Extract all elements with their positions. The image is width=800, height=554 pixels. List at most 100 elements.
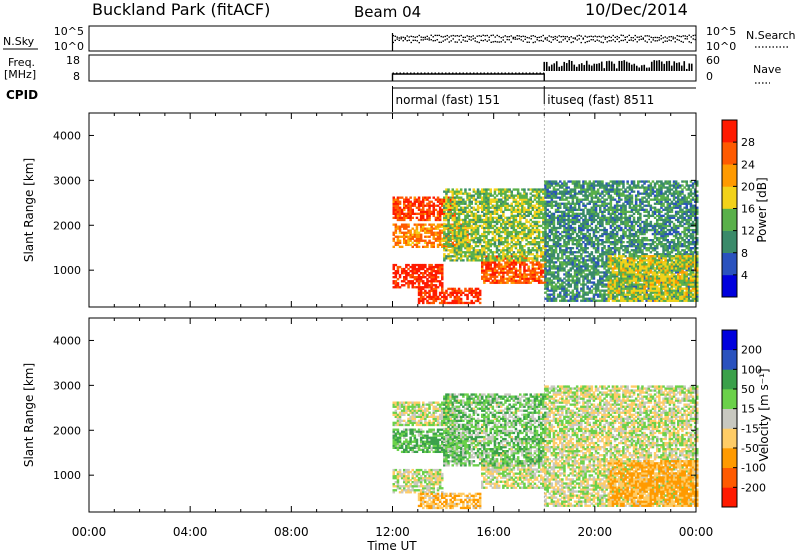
echo-cell [394,212,398,216]
echo-cell [540,265,543,268]
echo-cell [575,243,579,246]
echo-cell [578,226,581,230]
echo-cell [422,245,425,249]
echo-cell [426,235,429,238]
echo-cell [521,236,524,240]
echo-cell [571,263,575,266]
echo-cell [481,255,484,258]
nsearch-point [502,39,504,41]
echo-cell [639,293,642,296]
echo-cell [451,243,455,247]
nsky-point [524,35,526,38]
echo-cell [476,257,480,260]
echo-cell [630,190,634,193]
echo-cell [630,295,634,298]
echo-cell [394,227,398,230]
echo-cell [634,230,638,234]
echo-cell [565,243,568,246]
echo-cell [493,269,497,272]
echo-cell [580,295,583,298]
echo-cell [441,210,444,214]
echo-cell [481,200,484,203]
echo-cell [544,275,547,278]
echo-cell [622,234,625,238]
echo-cell [540,239,543,242]
nsky-point [628,34,630,37]
echo-cell [567,232,570,236]
echo-cell [571,228,575,232]
echo-cell [516,196,520,199]
echo-cell [592,243,596,246]
echo-cell [599,253,602,256]
echo-cell [449,226,452,230]
echo-cell [472,291,476,295]
nsearch-point [452,38,454,40]
echo-cell [535,194,539,197]
echo-cell [556,206,560,209]
echo-cell [398,196,402,199]
nsearch-point [556,39,558,41]
echo-cell [582,194,585,197]
echo-cell [449,249,452,252]
echo-cell [550,228,554,232]
echo-cell [459,208,463,212]
echo-cell [527,230,530,234]
echo-cell [506,249,509,252]
echo-cell [500,200,503,203]
echo-cell [398,241,402,245]
echo-cell [622,208,625,212]
echo-cell [394,216,398,220]
echo-cell [428,210,431,214]
echo-cell [542,192,545,195]
echo-cell [424,263,427,267]
echo-cell [578,269,581,272]
echo-cell [468,214,471,218]
nsky-point [462,36,464,39]
echo-cell [516,214,520,218]
echo-cell [447,243,450,246]
echo-cell [630,243,634,246]
echo-cell [441,291,444,295]
echo-cell [451,202,455,205]
echo-cell [419,225,423,228]
echo-cell [592,200,596,203]
echo-cell [510,253,514,256]
echo-cell [630,281,634,284]
echo-cell [537,247,541,250]
echo-cell [546,186,549,189]
echo-cell [434,293,438,297]
echo-cell [630,239,634,242]
echo-cell [548,279,552,282]
echo-cell [609,196,613,199]
echo-cell [622,184,625,187]
echo-cell [516,259,520,262]
echo-cell [535,236,539,240]
echo-cell [535,247,539,250]
echo-cell [596,287,600,290]
echo-cell [472,253,476,256]
echo-cell [630,232,634,236]
echo-cell [457,301,461,305]
echo-cell [575,184,579,187]
echo-cell [567,212,570,216]
echo-cell [468,241,471,244]
echo-cell [403,223,406,226]
echo-cell [596,261,600,264]
echo-cell [392,208,396,212]
echo-cell [411,274,415,277]
echo-cell [630,220,634,224]
echo-cell [605,275,608,278]
echo-cell [630,249,634,252]
echo-cell [563,289,566,292]
echo-cell [502,247,505,250]
echo-cell [611,232,615,236]
echo-cell [567,273,570,276]
echo-cell [578,230,581,234]
echo-cell [464,255,467,258]
echo-cell [552,293,556,296]
nave-tick-bottom: 0 [706,70,713,83]
echo-cell [417,237,421,240]
echo-cell [544,271,547,274]
echo-cell [559,204,562,207]
echo-cell [521,257,524,260]
